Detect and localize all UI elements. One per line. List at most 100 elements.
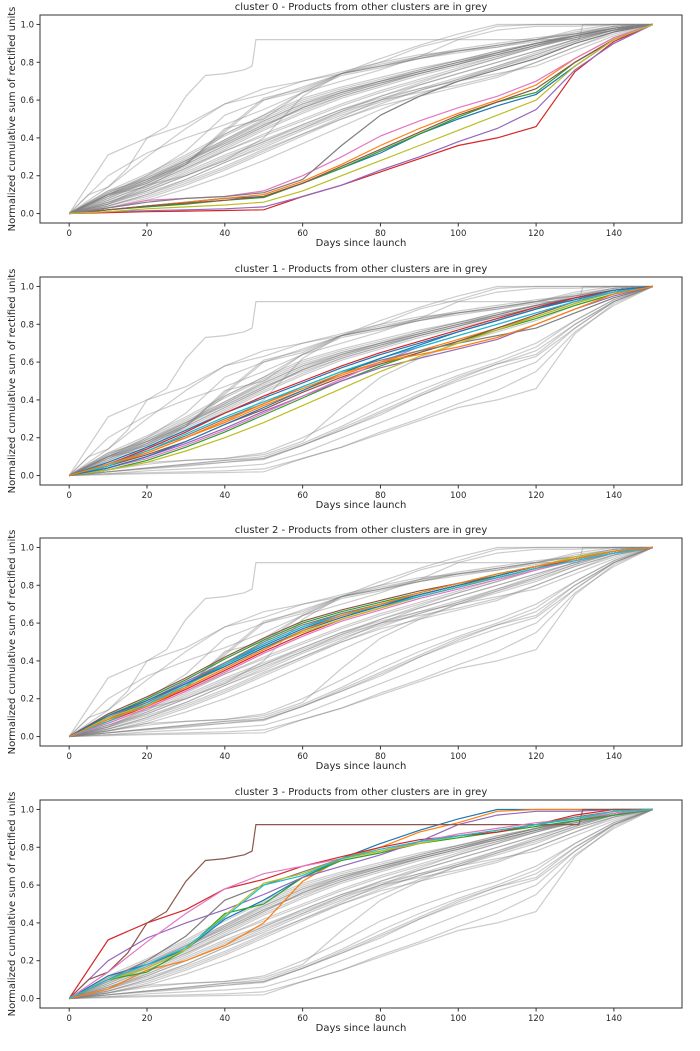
other-cluster-product-line [68, 808, 653, 1000]
other-cluster-product-line [68, 285, 653, 476]
y-tick-label: 0.2 [20, 172, 34, 182]
y-tick-label: 0.0 [20, 733, 34, 743]
other-cluster-product-line [68, 285, 653, 477]
x-tick-label: 40 [219, 229, 230, 239]
y-tick-label: 0.8 [20, 843, 34, 853]
x-tick-label: 60 [297, 752, 308, 762]
other-cluster-product-line [68, 285, 653, 477]
chart-title: cluster 3 - Products from other clusters… [235, 787, 488, 798]
other-cluster-product-line [68, 23, 653, 215]
other-cluster-product-line [68, 23, 653, 214]
other-cluster-product-line [69, 808, 654, 1000]
other-cluster-product-line [69, 546, 654, 738]
chart-title: cluster 1 - Products from other clusters… [235, 264, 488, 275]
other-cluster-product-line [69, 285, 653, 477]
other-cluster-product-line [69, 285, 654, 477]
other-cluster-product-line [68, 285, 653, 477]
chart-cluster-0: 0 20 40 60 80 100 120 140 0.0 0.2 0.4 0.6 0.8 1.0 clu… [7, 2, 683, 249]
x-tick-label: 20 [142, 491, 153, 501]
other-cluster-product-line [69, 23, 653, 215]
other-cluster-product-line [69, 808, 653, 1000]
other-cluster-product-line [68, 285, 653, 476]
y-axis-label: Normalized cumulative sum of rectified u… [7, 7, 18, 232]
other-cluster-product-line [69, 546, 654, 738]
x-tick-label: 80 [375, 229, 386, 239]
other-cluster-product-line [69, 23, 653, 215]
x-axis-label: Days since launch [316, 238, 407, 249]
cluster-product-line [69, 546, 653, 738]
other-cluster-product-line [69, 546, 653, 738]
other-cluster-product-line [69, 546, 654, 738]
other-cluster-product-line [69, 808, 654, 1000]
cluster-product-line [69, 23, 654, 215]
x-tick-label: 140 [606, 229, 622, 239]
cluster-product-line [68, 808, 653, 999]
cluster-product-line [69, 23, 654, 215]
other-cluster-product-line [68, 23, 653, 214]
y-tick-label: 0.4 [20, 396, 34, 406]
y-tick-label: 0.4 [20, 919, 34, 929]
ticks: 0 20 40 60 80 100 120 140 0.0 0.2 0.4 0.6 0.8 1.0 [20, 805, 622, 1024]
chart-title: cluster 2 - Products from other clusters… [235, 525, 488, 536]
other-cluster-product-line [69, 285, 654, 477]
y-tick-label: 0.6 [20, 619, 34, 629]
series-lines [68, 23, 654, 215]
other-cluster-product-line [69, 808, 654, 1000]
cluster-product-line [68, 808, 653, 999]
cluster-product-line [69, 23, 653, 215]
subplot-cluster-1: 0 20 40 60 80 100 120 140 0.0 0.2 0.4 0.6 0.8 1.0 clu… [0, 262, 700, 524]
other-cluster-product-line [69, 808, 654, 1000]
cluster-product-line [69, 285, 653, 477]
other-cluster-product-line [69, 808, 653, 1000]
other-cluster-product-line [69, 808, 653, 1000]
other-cluster-product-line [69, 808, 653, 1000]
y-tick-label: 0.4 [20, 134, 34, 144]
other-cluster-product-line [69, 23, 653, 215]
other-cluster-product-line [69, 23, 653, 215]
y-tick-label: 1.0 [20, 282, 34, 292]
other-cluster-product-line [69, 23, 653, 215]
x-tick-label: 120 [528, 491, 544, 501]
other-cluster-product-line [68, 285, 653, 477]
other-cluster-product-line [68, 546, 653, 737]
cluster-product-line [69, 285, 653, 477]
y-tick-label: 0.2 [20, 434, 34, 444]
other-cluster-product-line [68, 285, 653, 476]
other-cluster-product-line [69, 808, 654, 1000]
cluster-product-line [69, 23, 653, 215]
other-cluster-product-line [69, 808, 653, 1000]
chart-cluster-2: 0 20 40 60 80 100 120 140 0.0 0.2 0.4 0.6 0.8 1.0 clu… [7, 525, 683, 772]
other-cluster-product-line [68, 285, 653, 476]
x-tick-label: 0 [66, 491, 71, 501]
x-tick-label: 0 [66, 1014, 71, 1024]
x-tick-label: 100 [450, 1014, 466, 1024]
other-cluster-product-line [69, 546, 654, 738]
x-tick-label: 40 [219, 1014, 230, 1024]
x-tick-label: 140 [606, 491, 622, 501]
other-cluster-product-line [69, 23, 653, 215]
cluster-product-line [68, 546, 653, 738]
other-cluster-product-line [68, 285, 653, 477]
axes-frame [39, 14, 683, 224]
x-tick-label: 80 [375, 491, 386, 501]
series-lines [68, 808, 654, 1000]
y-axis-label: Normalized cumulative sum of rectified u… [7, 792, 18, 1017]
other-cluster-product-line [69, 546, 653, 738]
x-tick-label: 100 [450, 229, 466, 239]
other-cluster-product-line [68, 23, 653, 215]
y-tick-label: 1.0 [20, 543, 34, 553]
y-axis-label: Normalized cumulative sum of rectified u… [7, 269, 18, 494]
other-cluster-product-line [69, 546, 653, 738]
y-tick-label: 0.2 [20, 695, 34, 705]
cluster-product-line [68, 546, 653, 738]
other-cluster-product-line [69, 808, 653, 1000]
cluster-product-line [69, 23, 654, 215]
y-tick-label: 1.0 [20, 20, 34, 30]
other-cluster-product-line [69, 285, 653, 477]
y-tick-label: 0.0 [20, 210, 34, 220]
ticks: 0 20 40 60 80 100 120 140 0.0 0.2 0.4 0.6 0.8 1.0 [20, 20, 622, 239]
other-cluster-product-line [68, 285, 653, 477]
y-tick-label: 0.8 [20, 320, 34, 330]
y-axis-label: Normalized cumulative sum of rectified u… [7, 530, 18, 755]
other-cluster-product-line [69, 285, 654, 477]
